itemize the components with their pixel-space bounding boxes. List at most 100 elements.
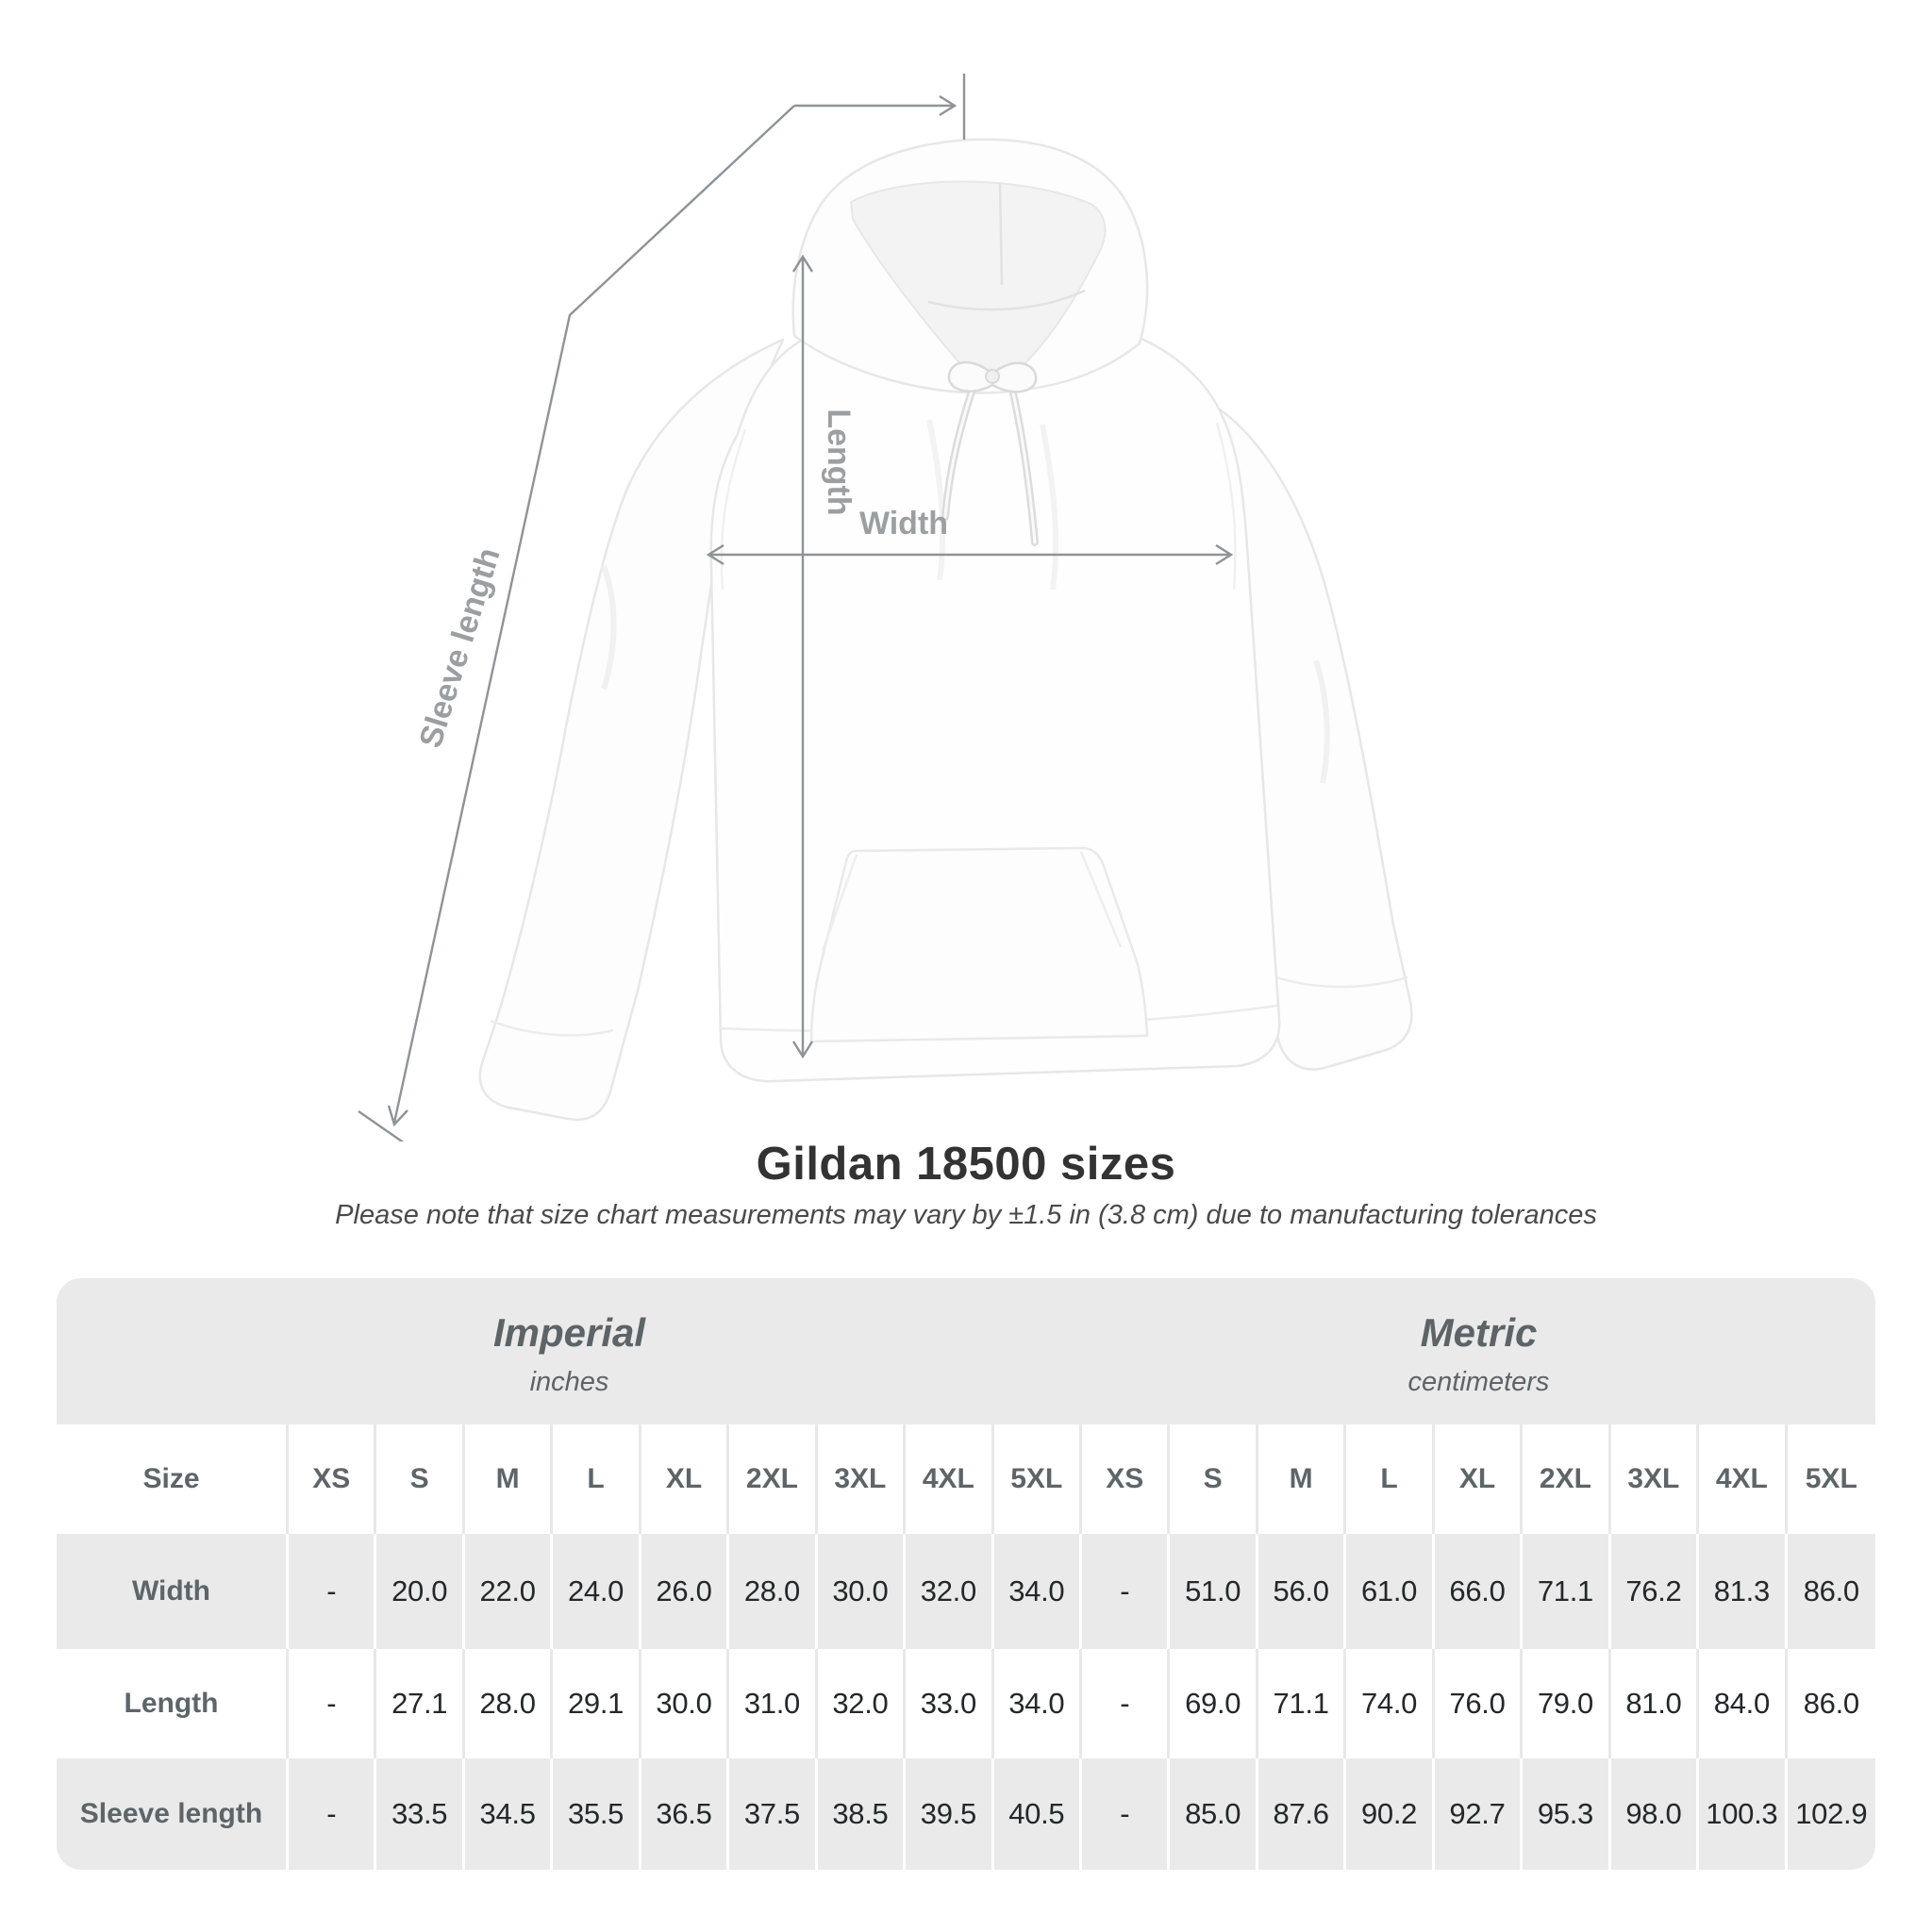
length-measure-label: Length (821, 408, 857, 515)
hoodie-pocket (809, 846, 1149, 1043)
cell-width-met-4xl: 81.3 (1699, 1534, 1788, 1649)
cell-length-met-3xl: 81.0 (1611, 1649, 1700, 1758)
cell-sleeve-imp-3xl: 38.5 (818, 1758, 907, 1870)
width-measure-label: Width (859, 506, 948, 541)
arrowhead-left-icon (706, 543, 724, 566)
cell-width-met-m: 56.0 (1258, 1534, 1347, 1649)
cell-sleeve-met-l: 90.2 (1346, 1758, 1435, 1870)
cell-length-met-4xl: 84.0 (1699, 1649, 1788, 1758)
cell-length-met-5xl: 86.0 (1803, 1687, 1859, 1720)
cell-width-met-xs: - (1082, 1534, 1171, 1649)
cell-sleeve-met-4xl: 100.3 (1699, 1758, 1788, 1870)
cell-width-imp-4xl: 32.0 (906, 1534, 994, 1649)
row-label-width: Width (57, 1534, 289, 1649)
cell-sleeve-imp-m: 34.5 (465, 1758, 554, 1870)
cell-sleeve-met-3xl: 98.0 (1611, 1758, 1700, 1870)
row-label-length: Length (57, 1649, 289, 1758)
table-row-width: Width - 20.0 22.0 24.0 26.0 28.0 30.0 32… (57, 1534, 1875, 1649)
cell-width-imp-5xl: 34.0 (994, 1534, 1082, 1649)
cell-length-met-2xl: 79.0 (1523, 1649, 1611, 1758)
row-label-sleeve-length: Sleeve length (57, 1758, 289, 1870)
size-table: Imperial inches Metric centimeters Size … (57, 1278, 1875, 1870)
cell-length-imp-s: 27.1 (376, 1649, 465, 1758)
hood-inner-lining (850, 180, 1107, 385)
size-column-header: Size (57, 1424, 289, 1534)
col-header-imperial-m: M (465, 1424, 554, 1534)
cell-width-imp-m: 22.0 (465, 1534, 554, 1649)
cell-length-imp-5xl: 34.0 (994, 1649, 1082, 1758)
size-header-row: Size XS S M L XL 2XL 3XL 4XL 5XL XS S M … (57, 1424, 1875, 1534)
cell-width-imp-xl: 26.0 (641, 1534, 730, 1649)
tolerance-note: Please note that size chart measurements… (335, 1200, 1597, 1230)
cell-length-met-xs: - (1082, 1649, 1171, 1758)
col-header-metric-s: S (1170, 1424, 1258, 1534)
hoodie-illustration (478, 138, 1413, 1122)
cell-width-met-xl: 66.0 (1435, 1534, 1524, 1649)
cell-sleeve-met-s: 85.0 (1170, 1758, 1258, 1870)
cell-width-imp-xs: - (289, 1534, 377, 1649)
cell-length-met-m: 71.1 (1258, 1649, 1347, 1758)
page-title: Gildan 18500 sizes (756, 1139, 1176, 1190)
cell-length-imp-xs: - (289, 1649, 377, 1758)
col-header-metric-l: L (1346, 1424, 1435, 1534)
hoodie-drawstrings (941, 360, 1039, 546)
hoodie-measurement-diagram: Length Width Sleeve length (358, 74, 1413, 1141)
cuff-tick-line (358, 1110, 405, 1141)
col-header-metric-4xl: 4XL (1699, 1424, 1788, 1534)
cell-length-met-xl: 76.0 (1435, 1649, 1524, 1758)
unit-band: Imperial inches Metric centimeters (57, 1278, 1875, 1424)
cell-length-imp-xl: 30.0 (641, 1649, 730, 1758)
cell-sleeve-met-2xl: 95.3 (1523, 1758, 1611, 1870)
imperial-unit-label: inches (529, 1367, 609, 1397)
col-header-imperial-4xl: 4XL (906, 1424, 994, 1534)
cell-sleeve-met-xl: 92.7 (1435, 1758, 1524, 1870)
cell-width-met-s: 51.0 (1170, 1534, 1258, 1649)
metric-unit-label: centimeters (1407, 1367, 1550, 1397)
cell-width-imp-l: 24.0 (553, 1534, 641, 1649)
cell-sleeve-imp-5xl: 40.5 (994, 1758, 1082, 1870)
cell-sleeve-met-m: 87.6 (1258, 1758, 1347, 1870)
col-header-imperial-5xl: 5XL (994, 1424, 1082, 1534)
cell-width-imp-2xl: 28.0 (729, 1534, 818, 1649)
cell-length-imp-l: 29.1 (553, 1649, 641, 1758)
cell-length-imp-2xl: 31.0 (729, 1649, 818, 1758)
table-row-length: Length - 27.1 28.0 29.1 30.0 31.0 32.0 3… (57, 1649, 1875, 1758)
col-header-metric-3xl: 3XL (1611, 1424, 1700, 1534)
col-header-metric-m: M (1258, 1424, 1347, 1534)
cell-length-met-s: 69.0 (1170, 1649, 1258, 1758)
cell-width-met-2xl: 71.1 (1523, 1534, 1611, 1649)
arrowhead-down-left-icon (387, 1105, 408, 1127)
cell-width-met-5xl: 86.0 (1803, 1574, 1859, 1607)
cell-width-met-l: 61.0 (1346, 1534, 1435, 1649)
arrowhead-down-icon (791, 1041, 814, 1059)
cell-sleeve-met-5xl: 102.9 (1795, 1797, 1868, 1830)
table-row-sleeve-length: Sleeve length - 33.5 34.5 35.5 36.5 37.5… (57, 1758, 1875, 1870)
cell-sleeve-imp-2xl: 37.5 (729, 1758, 818, 1870)
col-header-imperial-xl: XL (641, 1424, 730, 1534)
measurement-annotations (358, 74, 1234, 1141)
col-header-imperial-l: L (553, 1424, 641, 1534)
arrowhead-right-icon (939, 94, 958, 117)
imperial-group-header: Imperial inches (57, 1278, 1082, 1424)
col-header-metric-xl: XL (1435, 1424, 1524, 1534)
col-header-metric-5xl: 5XL (1805, 1463, 1857, 1494)
hoodie-left-sleeve (478, 338, 785, 1122)
col-header-imperial-3xl: 3XL (818, 1424, 907, 1534)
cell-sleeve-imp-xl: 36.5 (641, 1758, 730, 1870)
cell-sleeve-met-xs: - (1082, 1758, 1171, 1870)
cell-sleeve-imp-xs: - (289, 1758, 377, 1870)
cell-sleeve-imp-s: 33.5 (376, 1758, 465, 1870)
cell-width-imp-s: 20.0 (376, 1534, 465, 1649)
col-header-imperial-2xl: 2XL (729, 1424, 818, 1534)
cell-length-met-l: 74.0 (1346, 1649, 1435, 1758)
sleeve-length-line (392, 105, 795, 1124)
col-header-metric-2xl: 2XL (1523, 1424, 1611, 1534)
arrowhead-right2-icon (1215, 543, 1234, 566)
cell-length-imp-m: 28.0 (465, 1649, 554, 1758)
cell-width-met-3xl: 76.2 (1611, 1534, 1700, 1649)
metric-label: Metric (1420, 1310, 1538, 1355)
cell-length-imp-4xl: 33.0 (906, 1649, 994, 1758)
col-header-imperial-xs: XS (289, 1424, 377, 1534)
cell-length-imp-3xl: 32.0 (818, 1649, 907, 1758)
